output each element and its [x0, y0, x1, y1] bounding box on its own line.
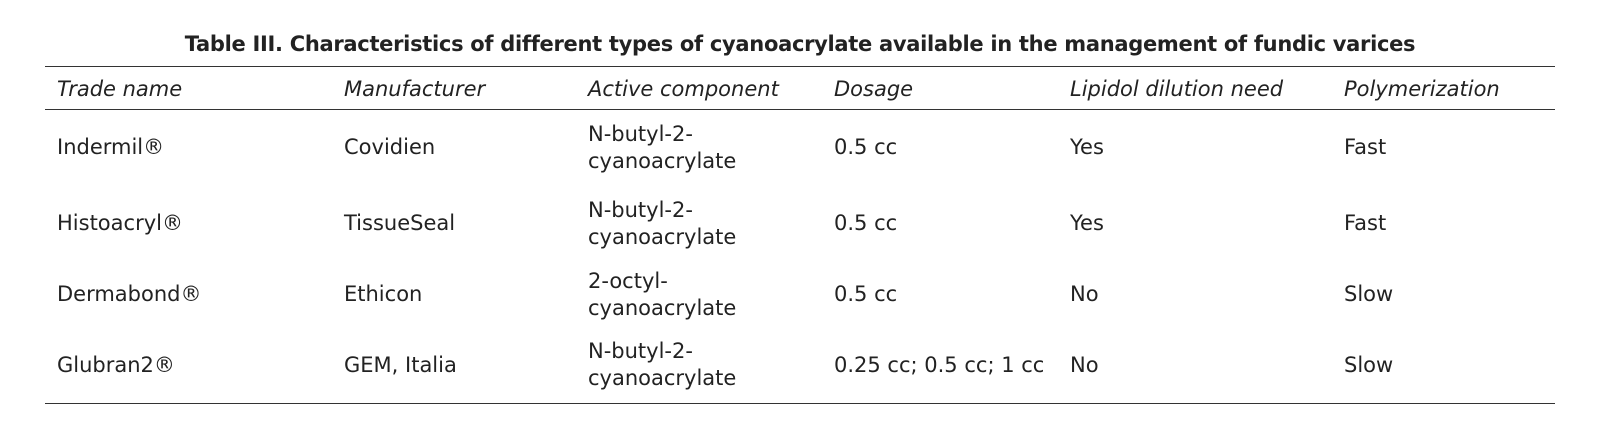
- table-cell: Slow: [1344, 282, 1394, 306]
- table-cell: Slow: [1344, 352, 1394, 377]
- table-cell: Yes: [1070, 211, 1104, 235]
- table-cell: 2-octyl-cyanoacrylate: [588, 268, 737, 320]
- table-cell: No: [1070, 282, 1099, 306]
- table-row: Histoacryl® TissueSeal N-butyl-2-cyanoacry…: [45, 186, 1555, 262]
- table-cell: Dermabond®: [57, 282, 202, 306]
- table-cell: 0.5 cc: [834, 211, 898, 235]
- table-cell: Covidien: [344, 135, 436, 160]
- header-row: Trade name Manufacturer Active component Do…: [45, 66, 1555, 110]
- table-body: Indermil® Covidien N-butyl-2-cyanoacrylate…: [45, 110, 1555, 404]
- column-header: Active component: [588, 77, 779, 101]
- column-header: Trade name: [57, 77, 183, 101]
- table: Trade name Manufacturer Active component Do…: [45, 66, 1555, 404]
- table-cell: 0.5 cc: [834, 135, 898, 160]
- table-cell: No: [1070, 352, 1099, 377]
- table-cell: N-butyl-2-cyanoacrylate: [588, 339, 737, 391]
- table-cell: Fast: [1344, 135, 1387, 160]
- table-cell: Fast: [1344, 211, 1387, 235]
- table-cell: 0.5 cc: [834, 282, 898, 306]
- column-header: Manufacturer: [344, 77, 486, 101]
- table-cell: Yes: [1070, 135, 1104, 160]
- column-header: Lipidol dilution need: [1070, 77, 1284, 101]
- column-header: Polymerization: [1344, 77, 1500, 101]
- table-row: Dermabond® Ethicon 2-octyl-cyanoacrylate 0.…: [45, 262, 1555, 328]
- table-cell: TissueSeal: [344, 211, 456, 235]
- column-header: Dosage: [834, 77, 914, 101]
- table-row: Indermil® Covidien N-butyl-2-cyanoacrylate…: [45, 110, 1555, 186]
- table-cell: Glubran2®: [57, 352, 175, 377]
- table-cell: N-butyl-2-cyanoacrylate: [588, 197, 737, 249]
- table-cell: Ethicon: [344, 282, 423, 306]
- table-cell: 0.25 cc; 0.5 cc; 1 cc: [834, 352, 1045, 377]
- table-cell: N-butyl-2-cyanoacrylate: [588, 121, 737, 173]
- table-cell: GEM, Italia: [344, 352, 457, 377]
- table-header: Trade name Manufacturer Active component Do…: [45, 66, 1555, 110]
- table-cell: Indermil®: [57, 135, 165, 160]
- table-cell: Histoacryl®: [57, 211, 183, 235]
- table-title: Table III. Characteristics of different …: [184, 32, 1416, 56]
- table-row: Glubran2® GEM, Italia N-butyl-2-cyanoacryl…: [45, 328, 1555, 404]
